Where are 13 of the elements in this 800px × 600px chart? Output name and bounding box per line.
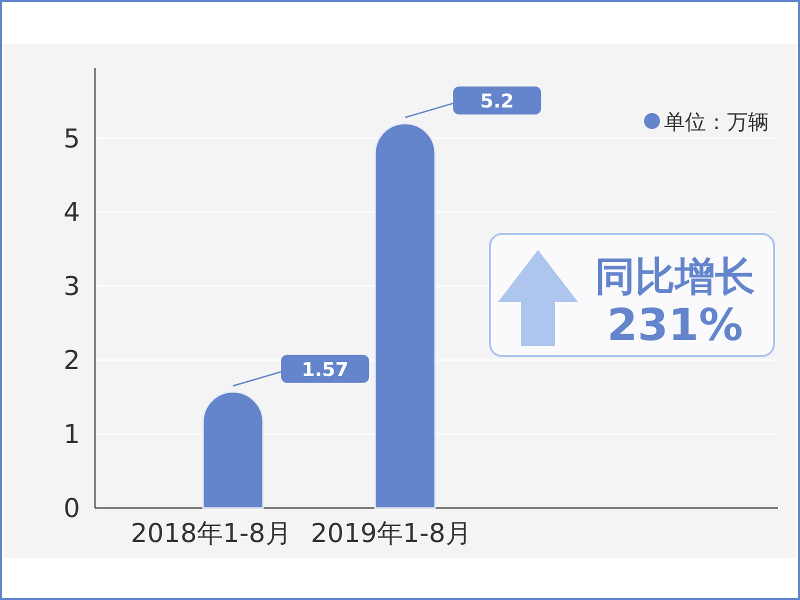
y-tick-label: 5 bbox=[63, 124, 80, 154]
y-tick-label: 1 bbox=[63, 420, 80, 450]
data-label: 5.2 bbox=[480, 90, 514, 112]
data-label: 1.57 bbox=[302, 358, 348, 381]
text: 单位：万辆 bbox=[664, 110, 769, 134]
y-tick-label: 4 bbox=[63, 198, 80, 228]
text: 同比增长 bbox=[595, 254, 755, 300]
y-tick-label: 2 bbox=[63, 346, 80, 376]
x-tick-label: 2019年1-8月 bbox=[310, 519, 472, 549]
x-tick-label: 2018年1-8月 bbox=[130, 519, 292, 549]
y-tick-label: 0 bbox=[63, 494, 80, 524]
text: 231% bbox=[607, 300, 743, 351]
y-tick-label: 3 bbox=[63, 272, 80, 302]
